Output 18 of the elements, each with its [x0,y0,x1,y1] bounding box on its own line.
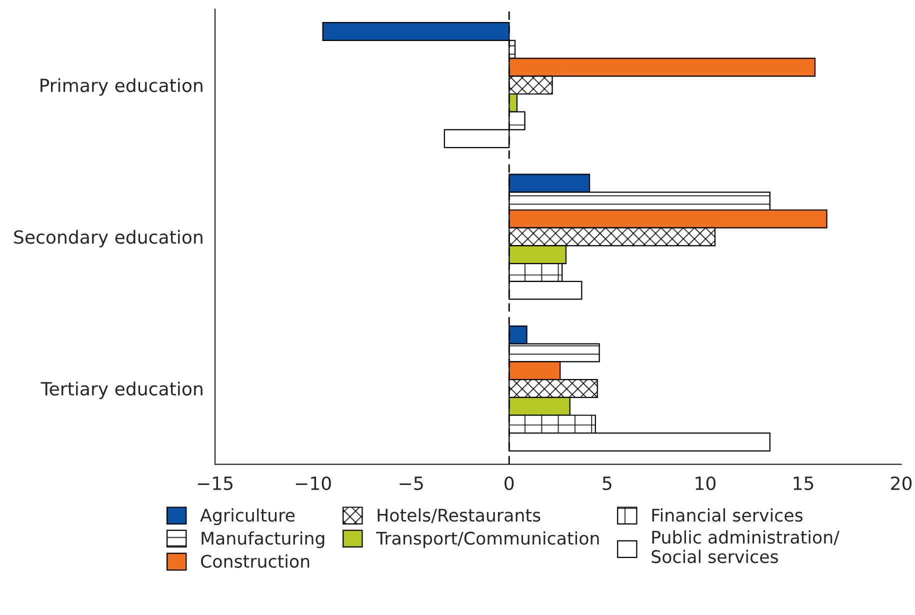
x-tick-label: −10 [296,476,331,490]
x-tick-label: 15 [794,476,814,490]
x-tick-label: 20 [891,476,912,490]
y-tick-label: Primary education [40,78,202,96]
x-tick-label: 10 [696,476,716,490]
legend-label: Hotels/Restaurants [378,508,540,524]
y-tick-label: Tertiary education [40,382,202,400]
legend-label: Transport/Communication [376,531,599,548]
x-tick-label: 5 [602,476,612,490]
x-tick-label: 0 [504,476,514,490]
legend-label: Manufacturing [202,531,324,548]
x-tick-label: −5 [400,476,423,490]
y-tick-label: Secondary education [14,230,202,248]
legend-label: Construction [201,554,310,568]
legend-label: Public administration/ Social services [652,530,840,564]
x-tick-label: −15 [198,476,232,490]
legend-label: Agriculture [200,508,295,526]
legend-label: Financial services [652,508,803,522]
